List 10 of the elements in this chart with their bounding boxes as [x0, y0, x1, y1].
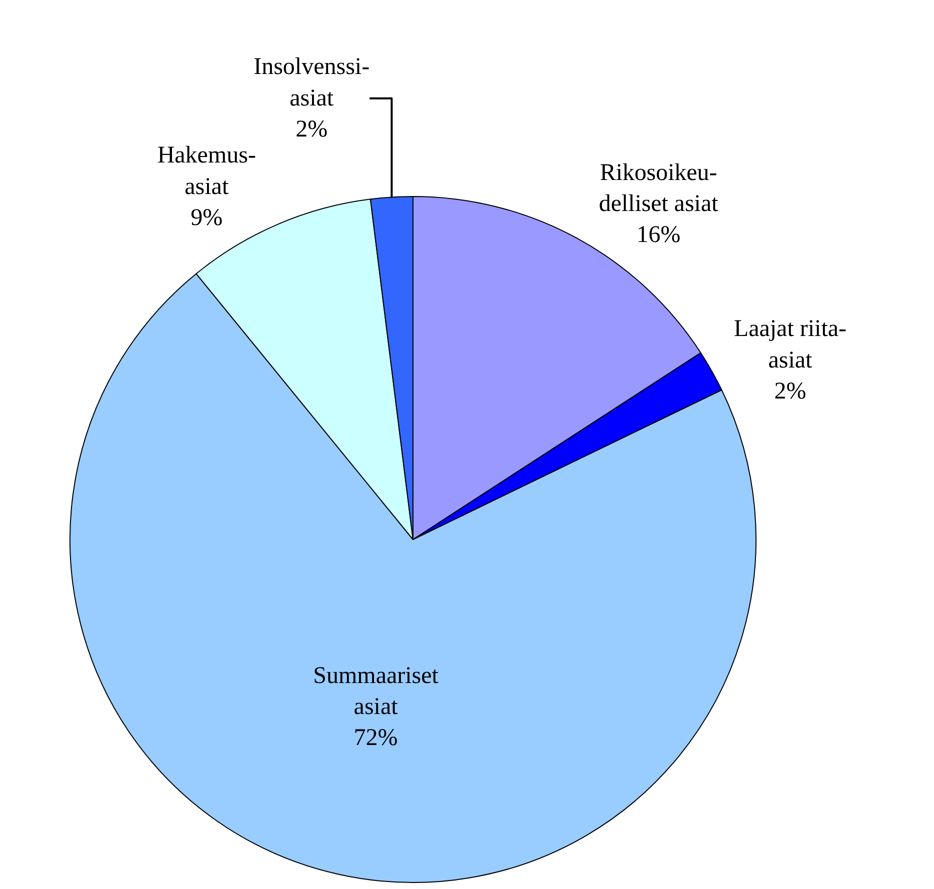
slice-label: Summaariset asiat: [313, 662, 439, 720]
slice-label: Rikosoikeu- delliset asiat: [598, 160, 718, 217]
data-label: 9%: [190, 205, 223, 232]
slice-label: Laajat riita- asiat: [734, 316, 847, 374]
data-label: 2%: [774, 378, 806, 405]
data-label: 16%: [636, 222, 680, 248]
data-label: 2%: [296, 116, 328, 143]
slice-label: Hakemus- asiat: [157, 142, 256, 200]
slice-label: Insolvenssi- asiat: [254, 54, 370, 112]
data-label: 72%: [354, 725, 398, 752]
